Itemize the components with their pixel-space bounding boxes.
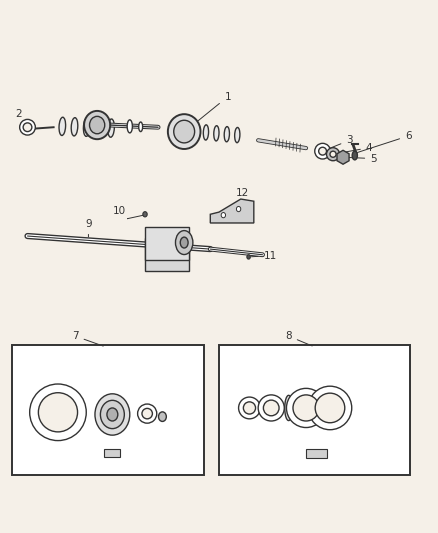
Circle shape [330,151,336,157]
Text: 8: 8 [285,331,312,346]
Text: 1: 1 [191,92,231,127]
Circle shape [39,393,78,432]
Circle shape [293,395,319,421]
Circle shape [30,384,86,441]
Bar [219,345,410,475]
Ellipse shape [95,118,102,137]
Text: 11: 11 [251,251,277,261]
Ellipse shape [247,255,251,259]
Text: 7: 7 [72,331,103,346]
Ellipse shape [59,117,66,135]
Circle shape [326,148,339,161]
Text: 3: 3 [325,135,353,150]
Circle shape [315,143,330,159]
Ellipse shape [237,206,241,212]
Text: 10: 10 [112,206,127,219]
Text: 4: 4 [336,143,372,154]
Ellipse shape [214,126,219,141]
Ellipse shape [107,408,118,421]
Ellipse shape [89,116,105,134]
Text: 6: 6 [357,131,412,152]
Circle shape [319,147,326,155]
Ellipse shape [285,395,293,421]
Circle shape [308,386,352,430]
Bar [12,345,204,475]
Ellipse shape [168,114,201,149]
Circle shape [263,400,279,416]
Circle shape [142,408,152,419]
Ellipse shape [221,213,226,218]
Text: 5: 5 [346,154,377,164]
Circle shape [23,123,32,132]
Circle shape [286,389,325,427]
Ellipse shape [108,119,114,137]
Circle shape [244,402,255,414]
Circle shape [315,393,345,423]
Ellipse shape [176,231,193,255]
Ellipse shape [71,118,78,136]
Ellipse shape [143,212,147,217]
Ellipse shape [139,122,143,132]
Ellipse shape [83,118,90,136]
Ellipse shape [159,412,166,422]
Ellipse shape [100,400,124,429]
Ellipse shape [224,126,230,142]
Polygon shape [210,199,254,223]
Text: 9: 9 [85,219,92,237]
Bar [104,449,120,457]
Ellipse shape [174,120,194,143]
Text: 2: 2 [15,109,28,125]
Circle shape [258,395,284,421]
Bar [145,238,188,271]
Ellipse shape [180,237,188,248]
Circle shape [138,404,157,423]
Bar [145,228,188,260]
Circle shape [239,397,260,419]
Ellipse shape [352,151,357,160]
Ellipse shape [322,396,338,420]
Ellipse shape [127,120,132,133]
Ellipse shape [235,127,240,143]
Ellipse shape [203,125,208,140]
Ellipse shape [84,111,110,139]
Circle shape [20,119,35,135]
Text: 12: 12 [236,188,250,203]
Bar [306,449,327,458]
Ellipse shape [95,394,130,435]
